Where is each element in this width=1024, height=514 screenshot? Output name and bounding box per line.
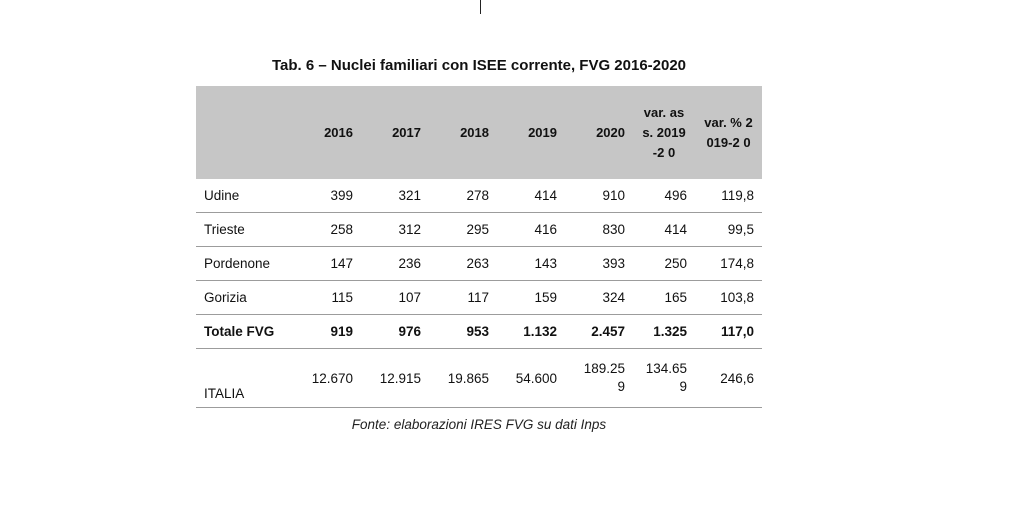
- cell: 54.600: [497, 348, 565, 408]
- cell: 107: [361, 280, 429, 315]
- cell: 263: [429, 246, 497, 281]
- column-header-var-ass: var. ass. 2019-2 0: [633, 86, 695, 179]
- cell: 165: [633, 280, 695, 315]
- cell: 147: [294, 246, 361, 281]
- table-row-gorizia: Gorizia 115 107 117 159 324 165 103,8: [196, 280, 762, 315]
- table-title: Tab. 6 – Nuclei familiari con ISEE corre…: [271, 57, 687, 74]
- column-header-label: [196, 86, 294, 179]
- cell: 115: [294, 280, 361, 315]
- cell: 258: [294, 212, 361, 247]
- text-cursor-mark: [480, 0, 481, 14]
- column-header-2018: 2018: [429, 86, 497, 179]
- table-row-totale-fvg: Totale FVG 919 976 953 1.132 2.457 1.325…: [196, 314, 762, 349]
- cell: 295: [429, 212, 497, 247]
- cell: 134.65 9: [633, 348, 695, 408]
- row-label: Trieste: [196, 212, 294, 247]
- cell: 19.865: [429, 348, 497, 408]
- cell: 414: [633, 212, 695, 247]
- table-row-trieste: Trieste 258 312 295 416 830 414 99,5: [196, 212, 762, 247]
- cell: 103,8: [695, 280, 762, 315]
- cell: 393: [565, 246, 633, 281]
- cell: 143: [497, 246, 565, 281]
- cell: 321: [361, 179, 429, 213]
- column-header-2017: 2017: [361, 86, 429, 179]
- cell: 99,5: [695, 212, 762, 247]
- column-header-2019: 2019: [497, 86, 565, 179]
- row-label: Pordenone: [196, 246, 294, 281]
- row-label: Udine: [196, 179, 294, 213]
- cell: 250: [633, 246, 695, 281]
- cell: 236: [361, 246, 429, 281]
- cell: 12.670: [294, 348, 361, 408]
- cell: 159: [497, 280, 565, 315]
- column-header-2020: 2020: [565, 86, 633, 179]
- cell: 324: [565, 280, 633, 315]
- cell: 1.132: [497, 314, 565, 349]
- cell: 1.325: [633, 314, 695, 349]
- cell: 246,6: [695, 348, 762, 408]
- cell: 117,0: [695, 314, 762, 349]
- column-header-var-pct: var. % 2019-2 0: [695, 86, 762, 179]
- cell: 119,8: [695, 179, 762, 213]
- column-header-2016: 2016: [294, 86, 361, 179]
- cell: 919: [294, 314, 361, 349]
- header-row: 2016 2017 2018 2019 2020 var. ass. 2019-…: [196, 86, 762, 179]
- data-table: 2016 2017 2018 2019 2020 var. ass. 2019-…: [196, 86, 762, 408]
- cell: 416: [497, 212, 565, 247]
- cell: 830: [565, 212, 633, 247]
- table-row-pordenone: Pordenone 147 236 263 143 393 250 174,8: [196, 246, 762, 281]
- cell: 976: [361, 314, 429, 349]
- cell: 414: [497, 179, 565, 213]
- cell: 496: [633, 179, 695, 213]
- cell: 399: [294, 179, 361, 213]
- source-note: Fonte: elaborazioni IRES FVG su dati Inp…: [351, 417, 607, 432]
- cell: 278: [429, 179, 497, 213]
- row-label: Gorizia: [196, 280, 294, 315]
- cell: 189.25 9: [565, 348, 633, 408]
- cell: 174,8: [695, 246, 762, 281]
- table-row-italia: ITALIA 12.670 12.915 19.865 54.600 189.2…: [196, 348, 762, 408]
- table-row-udine: Udine 399 321 278 414 910 496 119,8: [196, 179, 762, 213]
- cell: 2.457: [565, 314, 633, 349]
- cell: 117: [429, 280, 497, 315]
- cell: 910: [565, 179, 633, 213]
- cell: 12.915: [361, 348, 429, 408]
- cell: 312: [361, 212, 429, 247]
- row-label: ITALIA: [196, 348, 294, 408]
- cell: 953: [429, 314, 497, 349]
- row-label: Totale FVG: [196, 314, 294, 349]
